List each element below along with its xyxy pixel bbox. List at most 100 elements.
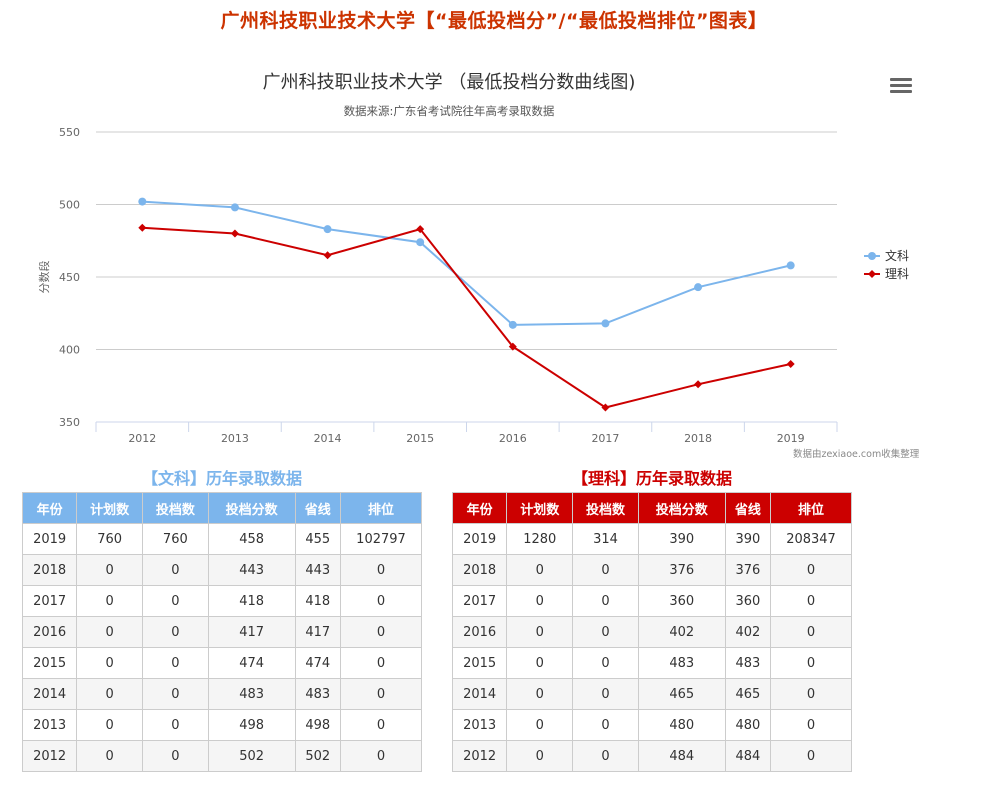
data-point (694, 283, 703, 292)
x-tick-label: 2018 (684, 432, 712, 445)
data-point (694, 380, 703, 389)
table-row: 2015 0 0 483 483 0 (451, 647, 852, 679)
data-point (601, 403, 610, 412)
table-cell: 0 (572, 554, 639, 586)
hamburger-menu-icon[interactable] (890, 76, 912, 94)
table-cell: 208347 (770, 523, 852, 555)
column-header: 年份 (21, 492, 78, 524)
table-cell: 483 (294, 678, 341, 710)
table-cell: 0 (506, 678, 574, 710)
table-cell: 0 (76, 647, 143, 679)
table-cell: 2018 (21, 554, 78, 586)
data-point (323, 251, 332, 260)
table-cell: 2013 (21, 709, 78, 741)
legend-item-like[interactable]: 理科 (864, 264, 909, 282)
table-cell: 402 (637, 616, 726, 648)
table-row: 2016 0 0 402 402 0 (451, 616, 852, 648)
table-row: 2017 0 0 418 418 0 (21, 585, 423, 617)
table-cell: 498 (294, 709, 341, 741)
column-header: 年份 (451, 492, 508, 524)
table-cell: 2018 (451, 554, 508, 586)
y-axis-label: 分数段 (37, 261, 51, 294)
chart-credit-link[interactable]: 数据由zexiaoe.com收集整理 (793, 449, 920, 460)
table-cell: 0 (572, 709, 639, 741)
wenke-table-block: 【文科】历年录取数据 年份 计划数 投档数 投档分数 省线 排位 2019 760 760 458… (21, 466, 423, 772)
table-cell: 0 (572, 616, 639, 648)
table-cell: 0 (142, 554, 209, 586)
table-cell: 0 (770, 647, 852, 679)
page-title: 广州科技职业技术大学【“最低投档分”/“最低投档排位”图表】 (220, 10, 768, 32)
circle-marker-icon (864, 250, 880, 260)
table-cell: 0 (506, 585, 574, 617)
legend-label: 文科 (885, 248, 910, 263)
table-cell: 474 (294, 647, 341, 679)
table-cell: 0 (76, 709, 143, 741)
table-row: 2019 1280 314 390 390 208347 (451, 523, 852, 555)
table-cell: 0 (770, 554, 852, 586)
diamond-marker-icon (864, 268, 880, 278)
table-cell: 0 (339, 554, 423, 586)
table-cell: 0 (506, 554, 574, 586)
chart-subtitle: 数据来源:广东省考试院往年高考录取数据 (343, 104, 555, 118)
table-row: 2017 0 0 360 360 0 (451, 585, 852, 617)
column-header: 计划数 (506, 492, 574, 524)
table-cell: 0 (770, 616, 852, 648)
table-cell: 0 (506, 616, 574, 648)
table-cell: 0 (506, 647, 574, 679)
table-cell: 417 (207, 616, 296, 648)
table-cell: 484 (637, 740, 726, 772)
column-header: 投档数 (572, 492, 639, 524)
data-point (508, 320, 517, 329)
chart-legend: 文科 理科 (864, 246, 909, 282)
column-header: 省线 (294, 492, 341, 524)
table-cell: 0 (506, 740, 574, 772)
chart-plot-area: 350 400 450 500 550 2012 2013 2014 2015 2016 2017 2… (37, 126, 838, 445)
table-cell: 0 (339, 709, 423, 741)
table-cell: 2014 (21, 678, 78, 710)
table-cell: 2019 (451, 523, 508, 555)
x-tick-label: 2015 (406, 432, 434, 445)
table-cell: 760 (76, 523, 143, 555)
table-cell: 0 (572, 647, 639, 679)
table-cell: 376 (724, 554, 772, 586)
table-cell: 0 (142, 647, 209, 679)
score-line-chart: 350 400 450 500 550 2012 2013 2014 2015 2016 2017 2… (0, 56, 988, 466)
like-admission-table: 年份 计划数 投档数 投档分数 省线 排位 2019 1280 314 390 390 208347 2… (451, 492, 852, 772)
table-cell: 0 (142, 585, 209, 617)
data-point (416, 238, 425, 247)
table-cell: 2012 (451, 740, 508, 772)
legend-item-wenke[interactable]: 文科 (864, 246, 909, 264)
table-cell: 2019 (21, 523, 78, 555)
table-cell: 480 (637, 709, 726, 741)
table-cell: 0 (142, 740, 209, 772)
table-row: 2013 0 0 480 480 0 (451, 709, 852, 741)
table-cell: 0 (572, 585, 639, 617)
table-cell: 418 (207, 585, 296, 617)
y-tick-label: 350 (59, 416, 80, 429)
table-cell: 2016 (21, 616, 78, 648)
table-cell: 0 (770, 678, 852, 710)
table-cell: 102797 (339, 523, 423, 555)
table-cell: 0 (770, 740, 852, 772)
table-cell: 314 (572, 523, 639, 555)
data-point (786, 261, 795, 270)
table-cell: 502 (294, 740, 341, 772)
column-header: 计划数 (76, 492, 143, 524)
table-cell: 0 (76, 554, 143, 586)
data-point (416, 225, 425, 234)
table-cell: 2014 (451, 678, 508, 710)
wenke-admission-table: 年份 计划数 投档数 投档分数 省线 排位 2019 760 760 458 455 102797 20… (21, 492, 423, 772)
table-cell: 484 (724, 740, 772, 772)
table-cell: 474 (207, 647, 296, 679)
like-table-block: 【理科】历年录取数据 年份 计划数 投档数 投档分数 省线 排位 2019 1280 314 39… (451, 466, 852, 772)
table-cell: 360 (637, 585, 726, 617)
wenke-table-caption: 【文科】历年录取数据 (141, 469, 302, 488)
table-cell: 0 (339, 647, 423, 679)
table-cell: 760 (142, 523, 209, 555)
table-cell: 443 (294, 554, 341, 586)
table-cell: 2012 (21, 740, 78, 772)
table-cell: 443 (207, 554, 296, 586)
table-row: 2018 0 0 376 376 0 (451, 554, 852, 586)
table-cell: 2016 (451, 616, 508, 648)
series-line (142, 200, 791, 326)
